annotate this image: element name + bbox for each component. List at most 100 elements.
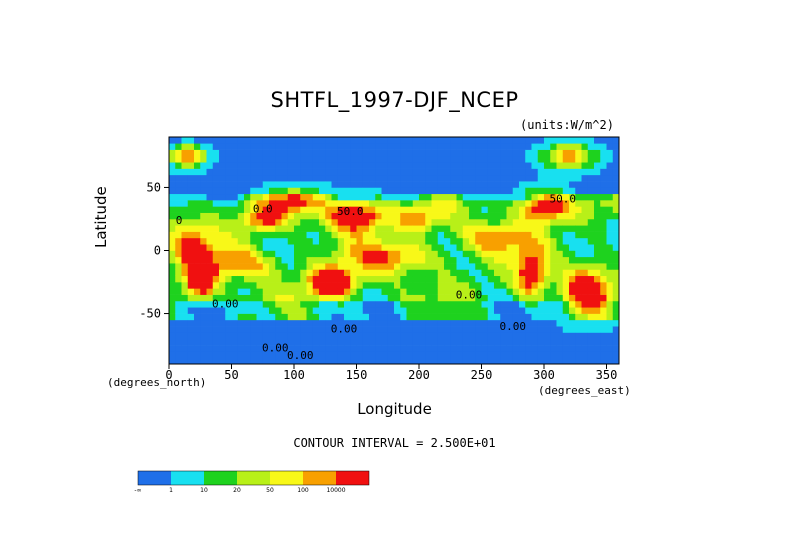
heatmap-cell bbox=[406, 307, 414, 314]
heatmap-cell bbox=[537, 174, 545, 182]
heatmap-cell bbox=[494, 143, 501, 150]
heatmap-cell bbox=[575, 326, 582, 333]
heatmap-cell bbox=[400, 218, 407, 226]
heatmap-cell bbox=[494, 313, 501, 321]
heatmap-cell bbox=[269, 237, 276, 245]
heatmap-cell bbox=[344, 294, 351, 302]
heatmap-cell bbox=[244, 168, 251, 176]
heatmap-cell bbox=[387, 143, 395, 150]
heatmap-cell bbox=[356, 313, 364, 321]
heatmap-cell bbox=[425, 313, 432, 321]
heatmap-cell bbox=[575, 155, 582, 163]
heatmap-cell bbox=[544, 218, 551, 226]
heatmap-cell bbox=[244, 193, 251, 201]
heatmap-cell bbox=[344, 357, 351, 365]
heatmap-cell bbox=[281, 326, 289, 333]
heatmap-cell bbox=[412, 326, 420, 333]
heatmap-cell bbox=[487, 345, 495, 352]
heatmap-cell bbox=[375, 313, 382, 321]
heatmap-cell bbox=[262, 231, 270, 239]
heatmap-cell bbox=[269, 282, 276, 289]
heatmap-cell bbox=[519, 332, 526, 340]
heatmap-cell bbox=[200, 307, 207, 314]
heatmap-cell bbox=[600, 187, 607, 195]
heatmap-cell bbox=[262, 357, 270, 365]
heatmap-cell bbox=[175, 181, 182, 188]
heatmap-cell bbox=[337, 300, 345, 308]
heatmap-cell bbox=[494, 300, 501, 308]
heatmap-cell bbox=[487, 300, 495, 308]
heatmap-cell bbox=[431, 231, 439, 239]
heatmap-cell bbox=[212, 168, 220, 176]
heatmap-cell bbox=[612, 193, 620, 201]
heatmap-cell bbox=[344, 351, 351, 358]
heatmap-cell bbox=[606, 193, 614, 201]
heatmap-cell bbox=[531, 326, 539, 333]
heatmap-cell bbox=[487, 294, 495, 302]
heatmap-cell bbox=[219, 300, 226, 308]
heatmap-cell bbox=[275, 193, 282, 201]
heatmap-cell bbox=[250, 351, 257, 358]
heatmap-cell bbox=[175, 250, 182, 258]
heatmap-cell bbox=[437, 168, 445, 176]
heatmap-cell bbox=[287, 294, 295, 302]
heatmap-cell bbox=[400, 263, 407, 270]
heatmap-cell bbox=[525, 300, 532, 308]
heatmap-cell bbox=[406, 181, 414, 188]
heatmap-cell bbox=[337, 357, 345, 365]
heatmap-cell bbox=[512, 212, 520, 220]
heatmap-cell bbox=[412, 193, 420, 201]
heatmap-cell bbox=[362, 237, 370, 245]
heatmap-cell bbox=[556, 250, 564, 258]
heatmap-cell bbox=[212, 288, 220, 295]
heatmap-cell bbox=[212, 250, 220, 258]
heatmap-cell bbox=[400, 237, 407, 245]
heatmap-cell bbox=[512, 307, 520, 314]
heatmap-cell bbox=[512, 237, 520, 245]
heatmap-cell bbox=[262, 294, 270, 302]
heatmap-cell bbox=[456, 313, 464, 321]
heatmap-cell bbox=[337, 345, 345, 352]
heatmap-cell bbox=[337, 187, 345, 195]
heatmap-cell bbox=[350, 137, 357, 144]
heatmap-cell bbox=[494, 244, 501, 251]
heatmap-cell bbox=[375, 193, 382, 201]
heatmap-cell bbox=[537, 181, 545, 188]
heatmap-cell bbox=[331, 332, 339, 340]
heatmap-cell bbox=[562, 351, 570, 358]
heatmap-cell bbox=[331, 225, 339, 232]
heatmap-cell bbox=[375, 351, 382, 358]
heatmap-cell bbox=[331, 250, 339, 258]
heatmap-cell bbox=[437, 137, 445, 144]
heatmap-cell bbox=[269, 332, 276, 340]
heatmap-cell bbox=[419, 313, 426, 321]
y-axis-label: Latitude bbox=[92, 186, 110, 248]
heatmap-cell bbox=[231, 143, 239, 150]
heatmap-cell bbox=[456, 288, 464, 295]
heatmap-cell bbox=[612, 218, 620, 226]
heatmap-cell bbox=[387, 137, 395, 144]
heatmap-cell bbox=[225, 313, 232, 321]
heatmap-cell bbox=[537, 218, 545, 226]
heatmap-cell bbox=[606, 212, 614, 220]
heatmap-cell bbox=[531, 319, 539, 327]
heatmap-cell bbox=[525, 294, 532, 302]
heatmap-cell bbox=[450, 351, 457, 358]
heatmap-cell bbox=[194, 300, 201, 308]
heatmap-cell bbox=[356, 319, 364, 327]
heatmap-cell bbox=[344, 263, 351, 270]
heatmap-cell bbox=[612, 269, 620, 277]
heatmap-cell bbox=[594, 149, 601, 157]
heatmap-cell bbox=[312, 319, 320, 327]
heatmap-cell bbox=[519, 288, 526, 295]
heatmap-cell bbox=[587, 282, 595, 289]
heatmap-cell bbox=[462, 225, 470, 232]
heatmap-cell bbox=[356, 143, 364, 150]
heatmap-cell bbox=[594, 237, 601, 245]
heatmap-cell bbox=[375, 143, 382, 150]
heatmap-cell bbox=[556, 256, 564, 264]
heatmap-cell bbox=[256, 244, 264, 251]
heatmap-cell bbox=[419, 143, 426, 150]
heatmap-cell bbox=[331, 143, 339, 150]
heatmap-cell bbox=[456, 269, 464, 277]
